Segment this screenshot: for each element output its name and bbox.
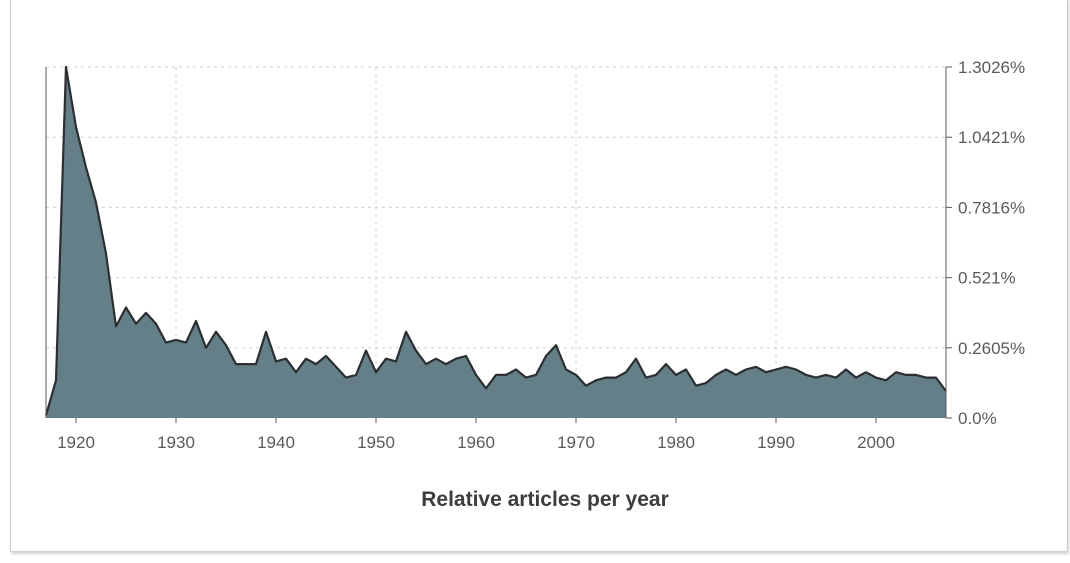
y-axis-ticks: 0.0% 0.2605% 0.521% 0.7816% 1.0421% 1.3026% [946, 58, 1025, 428]
series-line [44, 65, 947, 416]
x-tick-label: 1990 [757, 433, 795, 452]
x-tick-label: 1940 [257, 433, 295, 452]
x-axis-ticks: 1920 1930 1940 1950 1960 1970 1980 1990 2000 [57, 418, 895, 452]
y-tick-label: 0.7816% [958, 198, 1025, 217]
chart-panel [10, 0, 1068, 552]
y-tick-label: 0.0% [958, 409, 997, 428]
x-tick-label: 1970 [557, 433, 595, 452]
y-tick-label: 1.0421% [958, 128, 1025, 147]
chart-area: 0.0% 0.2605% 0.521% 0.7816% 1.0421% 1.3026% 1… [44, 58, 1025, 452]
x-tick-label: 1980 [657, 433, 695, 452]
y-tick-label: 0.521% [958, 269, 1016, 288]
series-area [46, 67, 946, 418]
x-tick-label: 2000 [857, 433, 895, 452]
x-tick-label: 1950 [357, 433, 395, 452]
chart-caption: Relative articles per year [421, 488, 669, 511]
y-tick-label: 0.2605% [958, 339, 1025, 358]
y-tick-label: 1.3026% [958, 58, 1025, 77]
x-tick-label: 1930 [157, 433, 195, 452]
x-tick-label: 1960 [457, 433, 495, 452]
x-tick-label: 1920 [57, 433, 95, 452]
